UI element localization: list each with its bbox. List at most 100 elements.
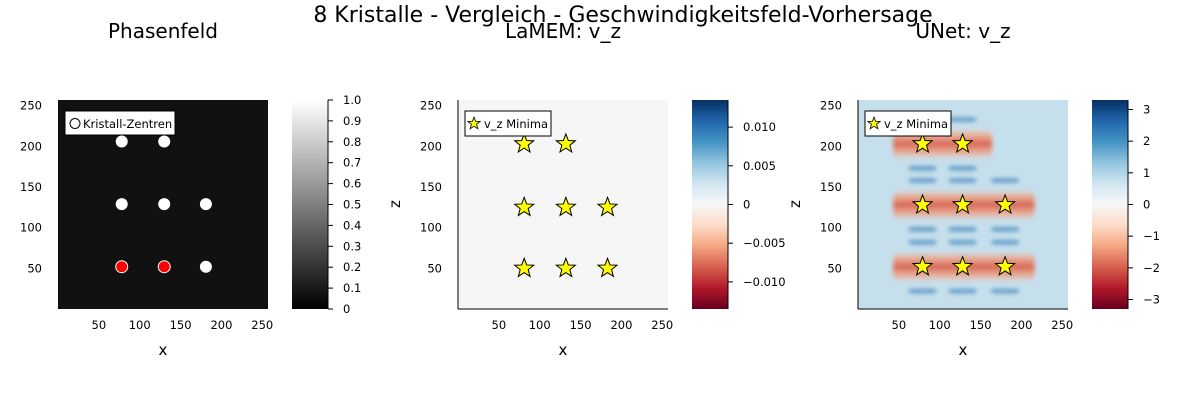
minima-marks	[911, 132, 1016, 276]
x-tick-label: 150	[570, 318, 592, 332]
positive-velocity-lobe	[991, 176, 1020, 185]
colorbar-tick-label: 0.2	[343, 260, 361, 274]
positive-velocity-lobe	[948, 115, 977, 124]
minimum-star-marker	[911, 132, 934, 154]
x-tick-label: 50	[92, 318, 107, 332]
legend-box	[64, 110, 176, 136]
legend-marker-star	[866, 115, 882, 130]
positive-velocity-lobe	[991, 238, 1020, 247]
colorbar-ticks: 0.010 0.005 0 −0.005 −0.010	[728, 120, 786, 289]
x-tick-labels: 50 100 150 200 250	[492, 318, 674, 332]
colorbar-tick-label: 3	[1143, 103, 1150, 117]
legend-box	[464, 110, 552, 137]
y-tick-label: 100	[20, 221, 42, 235]
x-tick-label: 250	[1051, 318, 1073, 332]
legend-label: Kristall-Zentren	[83, 117, 172, 131]
legend-box	[864, 110, 952, 137]
panel-title: UNet: v_z	[915, 19, 1010, 43]
crystal-center-marker	[158, 198, 171, 211]
y-tick-labels: 50 100 150 200 250	[420, 99, 442, 276]
panel-title: Phasenfeld	[108, 19, 218, 43]
colorbar	[692, 100, 728, 309]
y-tick-label: 200	[820, 139, 842, 153]
y-tick-label: 200	[20, 139, 42, 153]
colorbar	[1092, 100, 1128, 309]
minima-marks	[513, 132, 619, 278]
minimum-star-marker	[513, 195, 536, 217]
minimum-star-marker	[951, 132, 974, 154]
y-tick-label: 100	[820, 221, 842, 235]
minimum-star-marker	[513, 256, 536, 278]
positive-velocity-lobe	[948, 238, 977, 247]
y-tick-label: 50	[827, 261, 842, 275]
y-tick-label: 250	[20, 99, 42, 113]
x-axis-label: x	[959, 341, 968, 359]
positive-velocity-lobe	[908, 287, 937, 296]
panel-title: LaMEM: v_z	[505, 19, 621, 43]
colorbar-tick-label: 0	[743, 198, 750, 212]
colorbar-tick-label: 1.0	[343, 93, 361, 107]
crystal-center-marker	[157, 260, 171, 274]
crystal-marks	[115, 135, 212, 274]
colorbar-ticks: 0 0.1 0.2 0.3 0.4 0.5 0.6 0.7 0.8 0.9 1.0	[328, 93, 361, 316]
minimum-star-marker	[554, 132, 577, 154]
x-tick-label: 100	[929, 318, 951, 332]
legend-label: v_z Minima	[484, 117, 548, 131]
positive-velocity-lobe	[948, 176, 977, 185]
crystal-center-marker	[115, 198, 128, 211]
x-tick-label: 100	[129, 318, 151, 332]
colorbar-tick-label: 0.005	[743, 159, 776, 173]
positive-velocity-lobe	[948, 164, 977, 173]
colorbar-tick-label: 0.010	[743, 120, 776, 134]
legend: Kristall-Zentren	[64, 110, 176, 136]
minimum-star-marker	[596, 195, 619, 217]
minimum-star-marker	[911, 255, 934, 276]
panel-phasenfeld: Phasenfeld Kristall-Zentren 50 100 150 200 2…	[20, 19, 361, 359]
x-tick-label: 50	[492, 318, 507, 332]
crystal-center-marker	[115, 260, 129, 274]
minimum-star-marker	[994, 193, 1016, 215]
colorbar-tick-label: 0	[1143, 198, 1150, 212]
minimum-star-marker	[911, 193, 934, 215]
crystal-center-marker	[115, 135, 128, 148]
minimum-star-marker	[994, 255, 1016, 276]
x-tick-label: 250	[251, 318, 273, 332]
minimum-star-marker	[596, 256, 619, 278]
positive-velocity-lobe	[948, 225, 977, 234]
colorbar-tick-label: −1	[1143, 229, 1160, 243]
x-tick-label: 200	[610, 318, 632, 332]
colorbar-tick-label: 0.6	[343, 177, 361, 191]
panel-lamem: LaMEM: v_z v_z Minima 50 100 150 200 250 50 1…	[386, 19, 786, 359]
y-tick-label: 200	[420, 139, 442, 153]
minimum-star-marker	[513, 132, 536, 154]
x-tick-label: 50	[892, 318, 907, 332]
panel-unet: UNet: v_z v_z Minima 50 100 150 200 250 5010…	[786, 19, 1160, 359]
y-axis-label: z	[786, 200, 804, 208]
crystal-center-marker	[199, 198, 212, 211]
minimum-star-marker	[554, 256, 577, 278]
colorbar-tick-label: 0.4	[343, 218, 361, 232]
colorbar-tick-label: −0.005	[743, 236, 786, 250]
colorbar-tick-label: 2	[1143, 134, 1150, 148]
positive-velocity-lobe	[991, 287, 1020, 296]
x-axis-label: x	[159, 341, 168, 359]
colorbar-tick-label: 0	[343, 302, 350, 316]
colorbar-tick-label: 0.3	[343, 239, 361, 253]
legend-marker-circle	[69, 118, 81, 129]
colorbar-tick-label: −3	[1143, 293, 1160, 307]
colorbar-tick-label: 0.7	[343, 156, 361, 170]
y-axis-label: z	[386, 200, 404, 208]
legend-label: v_z Minima	[884, 117, 948, 131]
legend: v_z Minima	[464, 110, 552, 137]
colorbar-tick-label: −2	[1143, 261, 1160, 275]
y-tick-label: 50	[27, 261, 42, 275]
figure-title: 8 Kristalle - Vergleich - Geschwindigkei…	[313, 3, 932, 28]
positive-velocity-lobe	[948, 287, 977, 296]
legend: v_z Minima	[864, 110, 952, 137]
positive-velocity-lobe	[908, 225, 937, 234]
y-tick-labels: 50 100 150 200 250	[20, 99, 42, 276]
colorbar-tick-label: 1	[1143, 166, 1150, 180]
y-tick-labels: 50 100 150 200 250	[820, 99, 842, 276]
x-tick-label: 200	[1010, 318, 1032, 332]
